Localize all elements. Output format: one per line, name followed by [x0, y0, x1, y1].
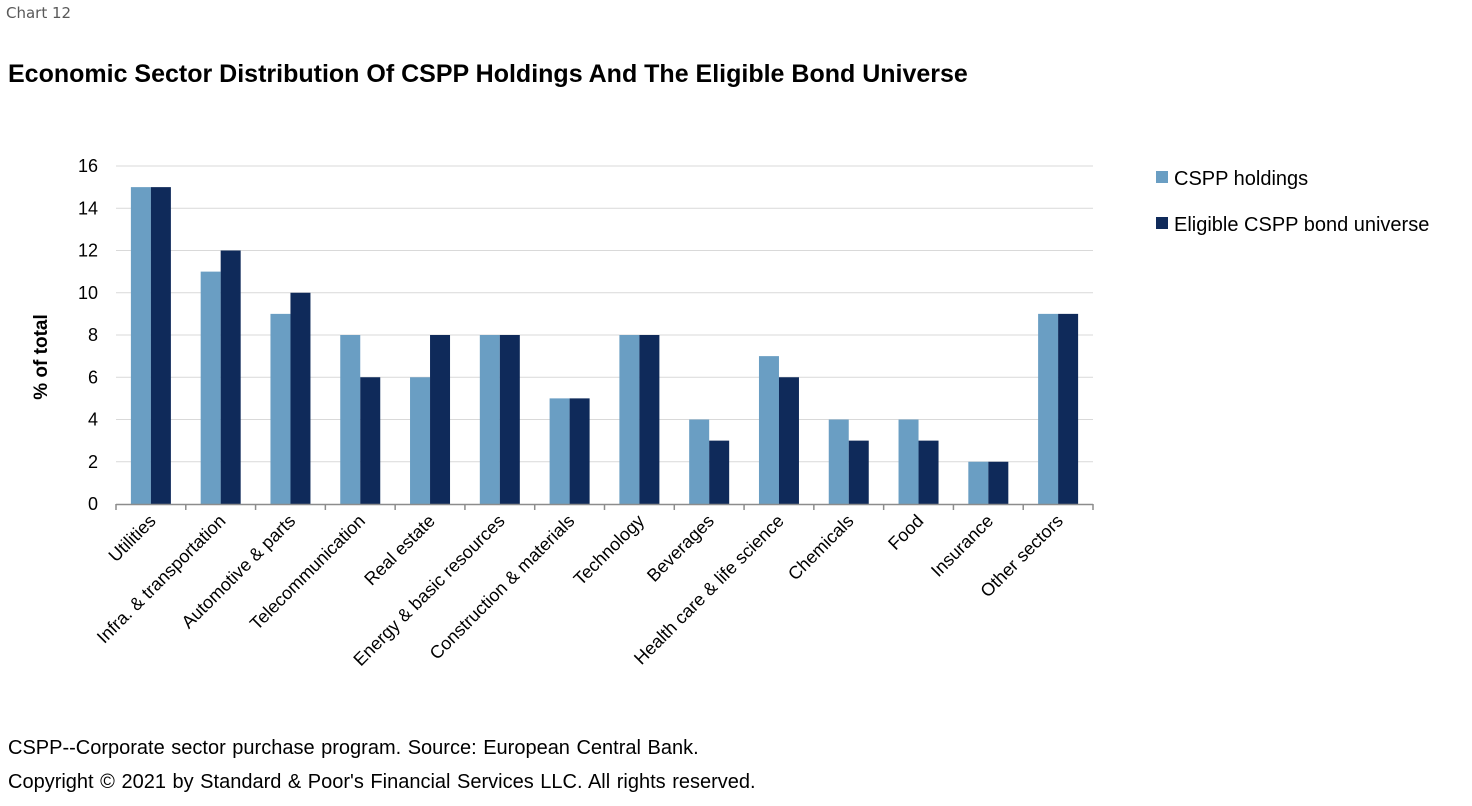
bar-cspp-holdings	[200, 271, 221, 504]
x-category-label: Health care & life science	[630, 511, 788, 669]
bar-cspp-holdings	[619, 335, 640, 504]
gridlines	[116, 165, 1093, 463]
bar-eligible-universe	[150, 187, 171, 504]
y-tick-label: 10	[78, 283, 98, 303]
bar-cspp-holdings	[1038, 313, 1059, 504]
bar-eligible-universe	[709, 440, 730, 504]
x-category-label: Beverages	[643, 511, 718, 586]
y-tick-label: 2	[88, 452, 98, 472]
y-axis-title: % of total	[31, 314, 52, 400]
axes	[115, 503, 1094, 510]
bar-eligible-universe	[988, 461, 1009, 504]
bars	[130, 187, 1079, 504]
bar-eligible-universe	[1058, 313, 1079, 504]
chart-label: Chart 12	[6, 4, 72, 22]
legend-label: CSPP holdings	[1174, 168, 1308, 190]
bar-eligible-universe	[918, 440, 939, 504]
bar-eligible-universe	[639, 335, 660, 504]
bar-cspp-holdings	[828, 419, 849, 504]
y-tick-label: 6	[88, 367, 98, 387]
y-tick-label: 8	[88, 325, 98, 345]
x-category-label: Chemicals	[784, 511, 858, 585]
bar-eligible-universe	[430, 335, 451, 504]
bar-eligible-universe	[360, 377, 381, 504]
legend: CSPP holdings Eligible CSPP bond universe	[1156, 168, 1429, 236]
y-tick-label: 12	[78, 241, 98, 261]
bar-cspp-holdings	[270, 313, 291, 504]
legend-swatch	[1156, 171, 1168, 183]
bar-cspp-holdings	[898, 419, 919, 504]
x-category-label: Utilities	[105, 511, 160, 566]
bar-cspp-holdings	[549, 398, 570, 504]
x-category-label: Telecommunication	[246, 511, 369, 634]
bar-cspp-holdings	[479, 335, 500, 504]
y-tick-label: 14	[78, 198, 98, 218]
x-category-label: Construction & materials	[426, 511, 579, 664]
bar-cspp-holdings	[689, 419, 710, 504]
bar-cspp-holdings	[130, 187, 151, 504]
bar-cspp-holdings	[968, 461, 989, 504]
bar-eligible-universe	[499, 335, 520, 504]
bar-cspp-holdings	[340, 335, 361, 504]
y-tick-label: 0	[88, 494, 98, 514]
x-category-label: Insurance	[927, 511, 997, 581]
legend-swatch	[1156, 217, 1168, 229]
copyright-notice: Copyright © 2021 by Standard & Poor's Fi…	[8, 771, 756, 793]
y-tick-label: 4	[88, 410, 98, 430]
x-category-label: Infra. & transportation	[93, 511, 230, 648]
bar-eligible-universe	[848, 440, 869, 504]
bar-eligible-universe	[569, 398, 590, 504]
source-footnote: CSPP--Corporate sector purchase program.…	[8, 737, 699, 759]
chart-title: Economic Sector Distribution Of CSPP Hol…	[8, 60, 968, 88]
x-category-label: Food	[884, 511, 927, 554]
bar-cspp-holdings	[758, 356, 779, 504]
x-category-label: Technology	[570, 511, 649, 590]
bar-eligible-universe	[220, 250, 241, 504]
bar-cspp-holdings	[410, 377, 431, 504]
y-tick-label: 16	[78, 156, 98, 176]
bar-eligible-universe	[778, 377, 799, 504]
bar-eligible-universe	[290, 292, 311, 504]
legend-label: Eligible CSPP bond universe	[1174, 214, 1429, 236]
